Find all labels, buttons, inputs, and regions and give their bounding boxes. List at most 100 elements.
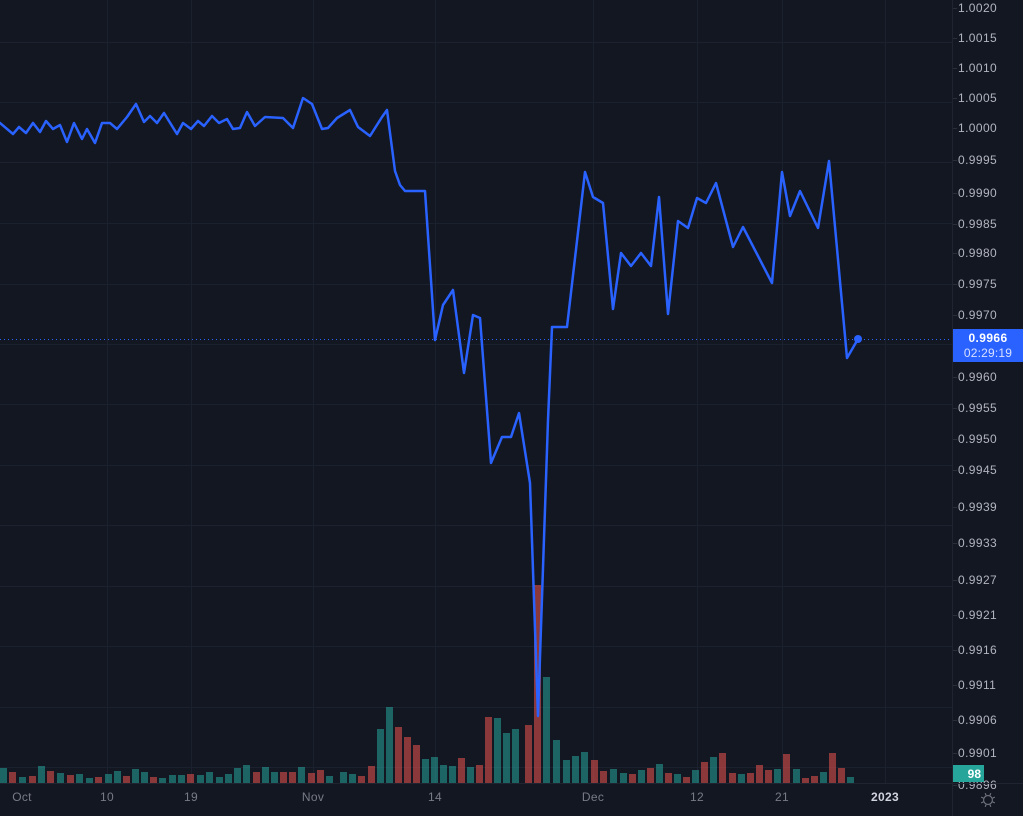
volume-bar: [206, 772, 213, 783]
volume-bar: [271, 772, 278, 783]
price-axis-label: 0.9933: [958, 536, 998, 550]
volume-bar: [169, 775, 176, 783]
price-axis-label: 1.0020: [958, 1, 998, 15]
price-axis-tick: [953, 193, 957, 194]
volume-bar: [114, 771, 121, 783]
price-axis-label: 0.9927: [958, 573, 998, 587]
current-price-value: 0.9966: [968, 330, 1008, 345]
price-axis[interactable]: 1.0020 1.0015 1.0010 1.0005 1.0000 0.9995 0.99…: [952, 0, 1023, 792]
volume-bar: [719, 753, 726, 783]
price-axis-label: 0.9906: [958, 713, 998, 727]
bar-close-countdown: 02:29:19: [963, 345, 1013, 360]
volume-bar: [692, 770, 699, 783]
volume-bar: [413, 745, 420, 783]
price-axis-tick: [953, 68, 957, 69]
volume-bar: [783, 754, 790, 783]
price-axis-label: 0.9990: [958, 186, 998, 200]
volume-bar: [591, 760, 598, 783]
price-axis-tick: [953, 160, 957, 161]
price-axis-tick: [953, 580, 957, 581]
volume-bar: [326, 776, 333, 783]
volume-bar: [141, 772, 148, 783]
volume-bar: [656, 764, 663, 783]
volume-bar: [178, 775, 185, 783]
price-axis-tick: [953, 408, 957, 409]
volume-bar: [440, 765, 447, 783]
price-axis-label: 0.9980: [958, 246, 998, 260]
time-axis-label: 14: [428, 790, 442, 804]
volume-bar: [234, 768, 241, 783]
price-axis-tick: [953, 470, 957, 471]
price-axis-tick: [953, 98, 957, 99]
volume-bar: [57, 773, 64, 783]
volume-bar: [349, 774, 356, 783]
volume-bar: [683, 777, 690, 783]
price-axis-label: 0.9939: [958, 500, 998, 514]
price-axis-label: 0.9985: [958, 217, 998, 231]
volume-bar: [525, 725, 532, 783]
volume-bar: [774, 769, 781, 783]
volume-bar: [123, 776, 130, 783]
price-axis-tick: [953, 650, 957, 651]
volume-bar: [395, 727, 402, 783]
volume-bar: [105, 774, 112, 783]
volume-bar: [572, 756, 579, 783]
volume-bar: [159, 778, 166, 783]
volume-bar: [620, 773, 627, 783]
price-axis-label: 1.0005: [958, 91, 998, 105]
volume-bar: [847, 777, 854, 783]
volume-bar: [811, 776, 818, 783]
volume-bar: [503, 733, 510, 783]
volume-bar: [629, 774, 636, 783]
volume-bar: [581, 752, 588, 783]
volume-bar: [47, 771, 54, 783]
volume-bar: [225, 774, 232, 783]
time-axis-label: Nov: [301, 790, 325, 804]
volume-bar: [358, 776, 365, 783]
volume-bar: [19, 777, 26, 783]
volume-bar: [76, 774, 83, 783]
volume-bar: [422, 759, 429, 783]
price-axis-tick: [953, 377, 957, 378]
price-axis-tick: [953, 253, 957, 254]
volume-bar: [647, 768, 654, 783]
volume-bar: [253, 772, 260, 783]
price-axis-label: 0.9921: [958, 608, 998, 622]
volume-bar: [512, 729, 519, 783]
volume-bar: [187, 774, 194, 783]
price-axis-label: 0.9970: [958, 308, 998, 322]
time-axis-label: 19: [184, 790, 198, 804]
volume-bar: [0, 768, 7, 783]
price-axis-label: 1.0015: [958, 31, 998, 45]
volume-bar: [95, 777, 102, 783]
volume-bar: [765, 770, 772, 783]
price-axis-tick: [953, 785, 957, 786]
price-axis-label: 0.9901: [958, 746, 998, 760]
volume-bar: [150, 777, 157, 783]
volume-bar: [829, 753, 836, 783]
volume-bar: [600, 771, 607, 783]
volume-bar: [9, 772, 16, 783]
volume-bar: [747, 773, 754, 783]
volume-bar: [386, 707, 393, 783]
price-axis-label: 1.0010: [958, 61, 998, 75]
price-axis-tick: [953, 284, 957, 285]
volume-bar: [197, 775, 204, 783]
volume-bar: [280, 772, 287, 783]
price-axis-tick: [953, 615, 957, 616]
volume-bar: [449, 766, 456, 783]
volume-bar: [298, 767, 305, 783]
volume-bar: [710, 757, 717, 783]
time-axis-label: 10: [100, 790, 114, 804]
volume-bar: [638, 770, 645, 783]
time-axis[interactable]: Oct 10 19 Nov 14 Dec 12 21 2023: [0, 783, 953, 816]
price-axis-tick: [953, 507, 957, 508]
price-axis-label: 0.9955: [958, 401, 998, 415]
price-scale-settings-gear-icon[interactable]: [979, 791, 997, 809]
price-axis-tick: [953, 685, 957, 686]
volume-bar: [317, 770, 324, 783]
price-axis-label: 0.9911: [958, 678, 997, 692]
volume-bar: [308, 773, 315, 783]
volume-bar: [820, 772, 827, 783]
